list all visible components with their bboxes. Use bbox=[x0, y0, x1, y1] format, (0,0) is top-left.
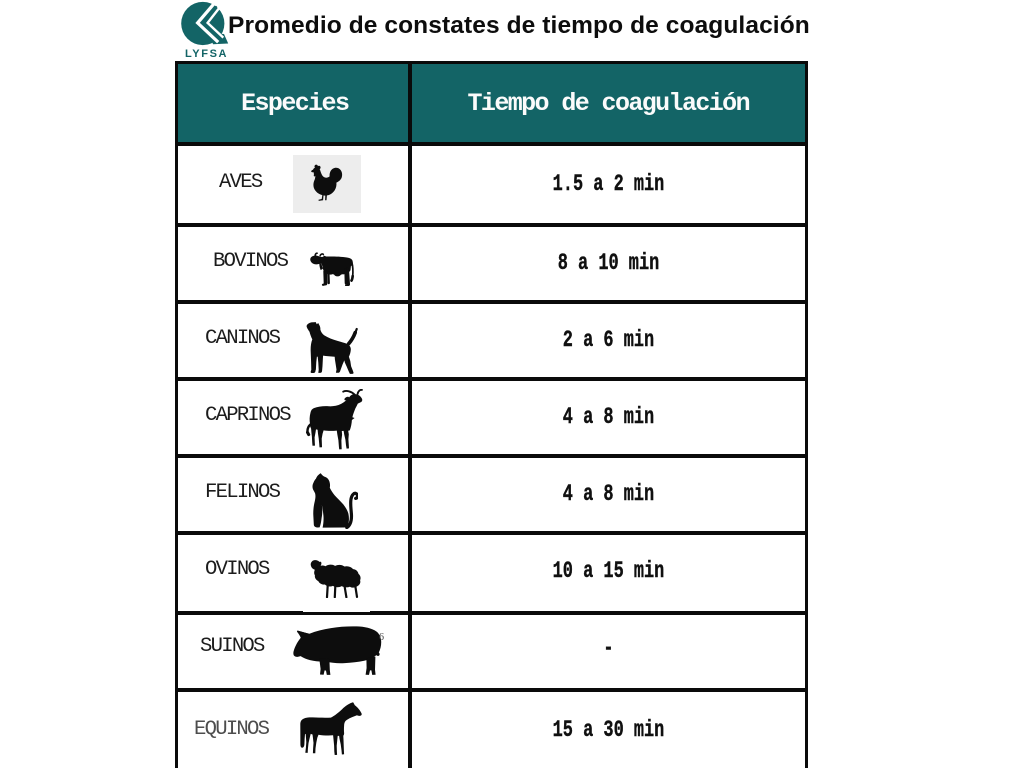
svg-text:6: 6 bbox=[379, 632, 384, 643]
svg-text:LYFSA: LYFSA bbox=[185, 48, 228, 60]
